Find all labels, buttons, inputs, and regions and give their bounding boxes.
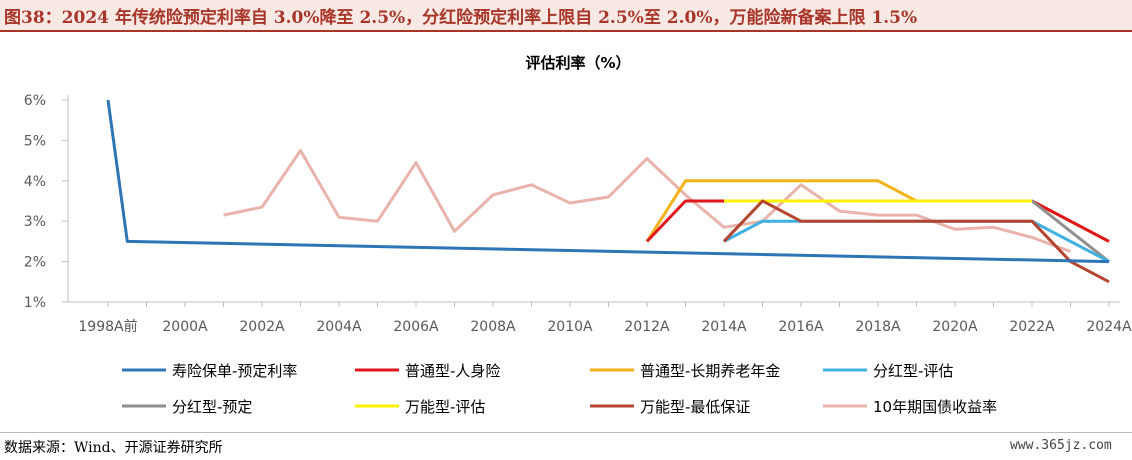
figure-title: 图38：2024 年传统险预定利率自 3.0%降至 2.5%，分红险预定利率上限… xyxy=(4,8,918,28)
x-tick-label: 2020A xyxy=(932,319,978,335)
x-tick-label: 2012A xyxy=(624,319,670,335)
series-line xyxy=(645,179,1110,243)
series-line xyxy=(722,199,1110,284)
legend-label: 分红型-评估 xyxy=(873,362,953,380)
x-tick-label: 2016A xyxy=(778,319,824,335)
x-tick-label: 2010A xyxy=(547,319,593,335)
x-tick-label: 2004A xyxy=(316,319,362,335)
x-tick-label: 2022A xyxy=(1009,319,1055,335)
x-tick-label: 2024A xyxy=(1086,319,1132,335)
series-line xyxy=(106,99,1110,264)
legend-label: 分红型-预定 xyxy=(172,398,252,416)
y-tick-label: 3% xyxy=(24,214,46,230)
legend-label: 寿险保单-预定利率 xyxy=(172,362,297,380)
series-lines xyxy=(106,99,1110,284)
x-tick-label: 2000A xyxy=(162,319,208,335)
legend-label: 普通型-长期养老年金 xyxy=(640,362,780,380)
watermark: www.365jz.com xyxy=(1010,438,1112,453)
y-tick-label: 4% xyxy=(24,174,46,190)
title-rule xyxy=(0,30,1132,32)
legend-label: 万能型-评估 xyxy=(405,398,485,416)
legend-label: 普通型-人身险 xyxy=(405,362,500,380)
y-tick-label: 5% xyxy=(24,133,46,149)
x-tick-label: 2006A xyxy=(393,319,439,335)
x-tick-label: 2014A xyxy=(701,319,747,335)
chart-title: 评估利率（%） xyxy=(525,54,630,72)
x-tick-label: 2008A xyxy=(470,319,516,335)
y-tick-label: 2% xyxy=(24,255,46,271)
title-bar xyxy=(0,0,1132,30)
line-chart: 评估利率（%） 1% 2% 3% 4% 5% 6% 1998A前 2000A 2002A 2004… xyxy=(24,54,1132,416)
footer-rule xyxy=(0,432,1132,433)
x-tick-label: 2018A xyxy=(855,319,901,335)
x-tick-label: 2002A xyxy=(239,319,285,335)
y-tick-label: 1% xyxy=(24,295,46,311)
chart-axes: 1% 2% 3% 4% 5% 6% 1998A前 2000A 2002A 2004A 2006A 20… xyxy=(24,93,1132,335)
legend-label: 万能型-最低保证 xyxy=(640,398,750,416)
y-tick-label: 6% xyxy=(24,93,46,109)
source-note: 数据来源：Wind、开源证券研究所 xyxy=(4,440,223,456)
legend-label: 10年期国债收益率 xyxy=(873,398,997,416)
x-tick-label: 1998A前 xyxy=(78,318,137,335)
